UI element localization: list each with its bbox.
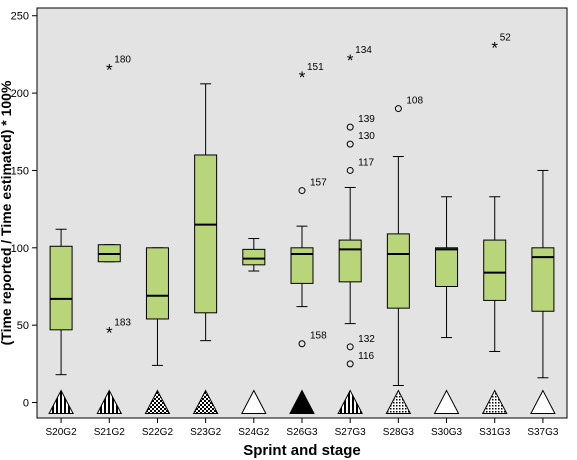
outlier-marker xyxy=(394,105,402,113)
triangle-marker xyxy=(144,389,171,415)
extreme-marker: * xyxy=(491,39,498,58)
outlier-marker xyxy=(346,140,354,148)
box xyxy=(194,154,218,314)
y-axis-label: (Time reported / Time estimated) * 100% xyxy=(0,80,14,345)
box-group xyxy=(531,169,555,379)
outlier-marker xyxy=(346,123,354,131)
x-tick-label: S30G3 xyxy=(431,427,463,438)
box xyxy=(338,239,362,283)
outlier-marker xyxy=(346,166,354,174)
box-group xyxy=(242,238,266,272)
extreme-marker: * xyxy=(299,68,306,87)
box xyxy=(242,248,266,266)
box xyxy=(483,239,507,301)
box xyxy=(49,245,73,331)
x-tick-label: S37G3 xyxy=(527,427,559,438)
outlier-label: 183 xyxy=(114,317,131,328)
box xyxy=(435,247,459,287)
x-tick-label: S28G3 xyxy=(383,427,415,438)
triangle-marker xyxy=(192,389,219,415)
triangle-marker xyxy=(240,389,267,415)
extreme-marker: * xyxy=(106,60,113,79)
box xyxy=(531,247,555,312)
y-tick-label: 100 xyxy=(11,243,29,255)
box xyxy=(290,247,314,284)
box-group xyxy=(145,247,169,366)
x-tick-label: S20G2 xyxy=(46,427,78,438)
box-group xyxy=(386,156,410,387)
x-tick-label: S27G3 xyxy=(335,427,367,438)
outlier-label: 134 xyxy=(355,45,372,56)
outlier-label: 52 xyxy=(500,33,512,44)
triangle-marker xyxy=(530,389,556,415)
box-group xyxy=(338,186,362,325)
outlier-marker xyxy=(346,343,354,351)
y-tick-label: 200 xyxy=(11,88,29,100)
plot-area xyxy=(36,7,568,419)
y-axis: 0 50 100 150 200 250 xyxy=(11,11,37,410)
outlier-label: 180 xyxy=(114,54,131,65)
triangle-marker xyxy=(289,389,315,415)
x-tick-label: S31G3 xyxy=(479,427,511,438)
outlier-label: 108 xyxy=(406,96,423,107)
y-tick-label: 250 xyxy=(11,11,29,23)
x-tick-label: S24G2 xyxy=(238,427,270,438)
box xyxy=(145,247,169,320)
x-tick-label: S21G2 xyxy=(94,427,126,438)
outlier-marker xyxy=(298,187,306,195)
x-axis-label: Sprint and stage xyxy=(243,442,361,459)
box-group xyxy=(435,196,459,339)
x-axis: S20G2 S21G2 S22G2 S23G2 S24G2 S26G3 S27G3 S28G3… xyxy=(46,418,559,438)
box-group xyxy=(49,228,73,376)
box xyxy=(386,233,410,309)
outlier-label: 157 xyxy=(310,178,327,189)
triangle-marker xyxy=(481,389,508,415)
y-tick-label: 150 xyxy=(11,165,29,177)
boxes-layer xyxy=(49,83,555,387)
markers-layer xyxy=(48,389,556,415)
y-tick-label: 50 xyxy=(17,320,29,332)
outlier-marker xyxy=(298,340,306,348)
extreme-marker: * xyxy=(347,51,354,70)
outlier-marker xyxy=(346,360,354,368)
outlier-label: 132 xyxy=(358,334,375,345)
triangle-marker xyxy=(337,389,364,415)
x-tick-label: S22G2 xyxy=(142,427,174,438)
x-tick-label: S26G3 xyxy=(286,427,318,438)
triangle-marker xyxy=(48,389,74,415)
outliers-layer: *180*183*151157158*134139130117132116108… xyxy=(106,33,512,368)
x-tick-label: S23G2 xyxy=(190,427,222,438)
box-group xyxy=(290,225,314,308)
outlier-label: 158 xyxy=(310,331,327,342)
triangle-marker xyxy=(433,389,460,415)
outlier-label: 151 xyxy=(307,62,324,73)
outlier-label: 130 xyxy=(358,131,375,142)
outlier-label: 139 xyxy=(358,114,375,125)
box-group xyxy=(483,196,507,352)
outlier-label: 117 xyxy=(358,157,374,168)
triangle-marker xyxy=(385,389,412,415)
triangle-marker xyxy=(96,389,123,415)
outlier-label: 116 xyxy=(358,351,374,362)
extreme-marker: * xyxy=(106,323,113,342)
box-group xyxy=(194,83,218,342)
box-group xyxy=(97,244,121,263)
y-tick-label: 0 xyxy=(23,398,29,410)
